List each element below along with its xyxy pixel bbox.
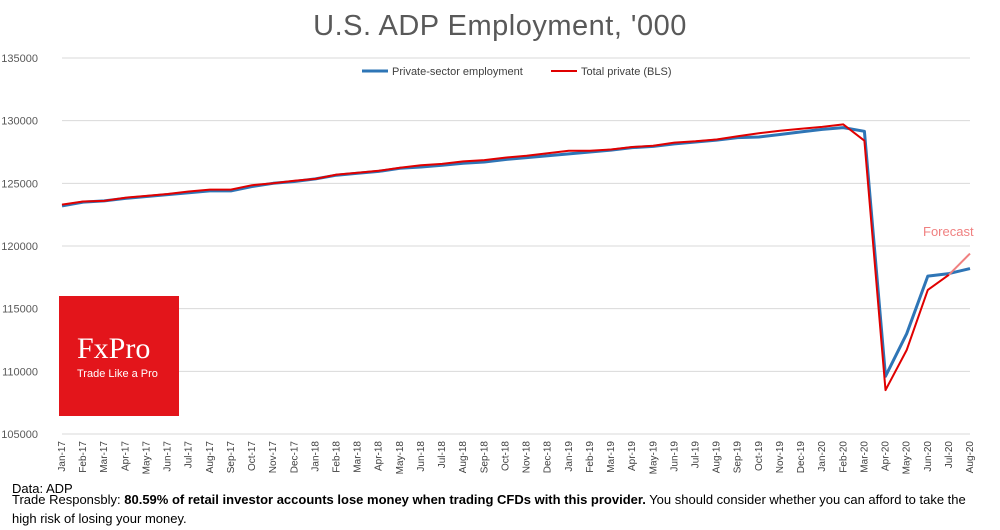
x-tick-label: Dec-19 — [796, 441, 807, 474]
x-tick-label: Nov-17 — [268, 441, 279, 474]
x-tick-label: Nov-18 — [522, 441, 533, 474]
y-tick-label: 115000 — [2, 304, 38, 316]
x-tick-label: Jan-18 — [310, 441, 321, 472]
forecast-line — [948, 252, 971, 276]
x-tick-label: Sep-19 — [733, 441, 744, 474]
x-tick-label: Feb-18 — [332, 441, 343, 473]
x-tick-label: Mar-19 — [606, 441, 617, 473]
legend-label-private-sector: Private-sector employment — [392, 66, 523, 78]
disclaimer-suffix: You should consider whether you can affo… — [12, 492, 966, 526]
x-tick-label: Aug-20 — [965, 441, 976, 474]
x-tick-label: Jan-20 — [817, 441, 828, 472]
x-tick-label: May-18 — [395, 441, 406, 475]
x-tick-label: Feb-20 — [838, 441, 849, 473]
x-tick-label: Sep-17 — [226, 441, 237, 474]
y-tick-label: 110000 — [2, 366, 38, 378]
series-line-1 — [61, 123, 950, 392]
y-tick-label: 105000 — [1, 429, 38, 441]
x-tick-label: Aug-18 — [458, 441, 469, 474]
x-tick-label: Dec-18 — [543, 441, 554, 474]
logo-tagline: Trade Like a Pro — [77, 368, 158, 380]
x-tick-label: Feb-19 — [585, 441, 596, 473]
x-tick-label: May-19 — [648, 441, 659, 475]
x-tick-label: Oct-17 — [247, 441, 258, 471]
x-tick-label: May-17 — [141, 441, 152, 475]
gridlines — [62, 57, 970, 435]
series-lines — [61, 123, 971, 392]
chart-title: U.S. ADP Employment, '000 — [313, 10, 687, 42]
x-tick-label: Jun-17 — [163, 441, 174, 472]
x-tick-label: Mar-17 — [99, 441, 110, 473]
disclaimer-prefix: Trade Responsbly: — [12, 492, 125, 507]
x-tick-label: Jun-18 — [416, 441, 427, 472]
series-line-0 — [61, 126, 971, 378]
x-tick-label: Jul-18 — [437, 441, 448, 469]
x-tick-label: May-20 — [902, 441, 913, 475]
fxpro-logo: FxPro Trade Like a Pro — [59, 296, 179, 416]
line-chart: 105000 110000 115000 120000 125000 130000 1350… — [1, 53, 976, 475]
x-tick-label: Mar-20 — [859, 441, 870, 473]
x-tick-label: Jul-17 — [184, 441, 195, 469]
data-source: Data: ADP — [12, 481, 73, 496]
risk-disclaimer: Trade Responsbly: 80.59% of retail inves… — [12, 490, 987, 528]
x-tick-label: Apr-17 — [120, 441, 131, 471]
y-tick-label: 135000 — [1, 53, 38, 65]
x-tick-label: Sep-18 — [479, 441, 490, 474]
x-tick-label: Jul-19 — [690, 441, 701, 469]
x-tick-label: Apr-18 — [374, 441, 385, 471]
x-tick-label: Oct-19 — [754, 441, 765, 471]
y-tick-label: 120000 — [1, 241, 38, 253]
x-tick-label: Apr-20 — [881, 441, 892, 471]
y-tick-label: 125000 — [1, 178, 38, 190]
x-tick-label: Apr-19 — [627, 441, 638, 471]
x-tick-label: Jul-20 — [944, 441, 955, 469]
legend-label-total-private: Total private (BLS) — [581, 66, 671, 78]
x-tick-label: Jun-19 — [669, 441, 680, 472]
x-axis-ticks: Jan-17 Feb-17 Mar-17 Apr-17 May-17 Jun-17 Jul-… — [57, 441, 976, 475]
forecast-annotation: Forecast — [923, 224, 974, 239]
x-tick-label: Jan-19 — [564, 441, 575, 472]
disclaimer-bold: 80.59% of retail investor accounts lose … — [124, 492, 646, 507]
y-tick-label: 130000 — [1, 116, 38, 128]
legend: Private-sector employment Total private … — [362, 66, 671, 78]
x-tick-label: Mar-18 — [353, 441, 364, 473]
x-tick-label: Dec-17 — [289, 441, 300, 474]
x-tick-label: Aug-19 — [712, 441, 723, 474]
x-tick-label: Jan-17 — [57, 441, 68, 472]
x-tick-label: Jun-20 — [923, 441, 934, 472]
x-tick-label: Aug-17 — [205, 441, 216, 474]
x-tick-label: Feb-17 — [78, 441, 89, 473]
y-axis-ticks: 105000 110000 115000 120000 125000 130000 1350… — [1, 53, 38, 441]
x-tick-label: Oct-18 — [500, 441, 511, 471]
logo-name: FxPro — [77, 332, 151, 365]
x-tick-label: Nov-19 — [775, 441, 786, 474]
